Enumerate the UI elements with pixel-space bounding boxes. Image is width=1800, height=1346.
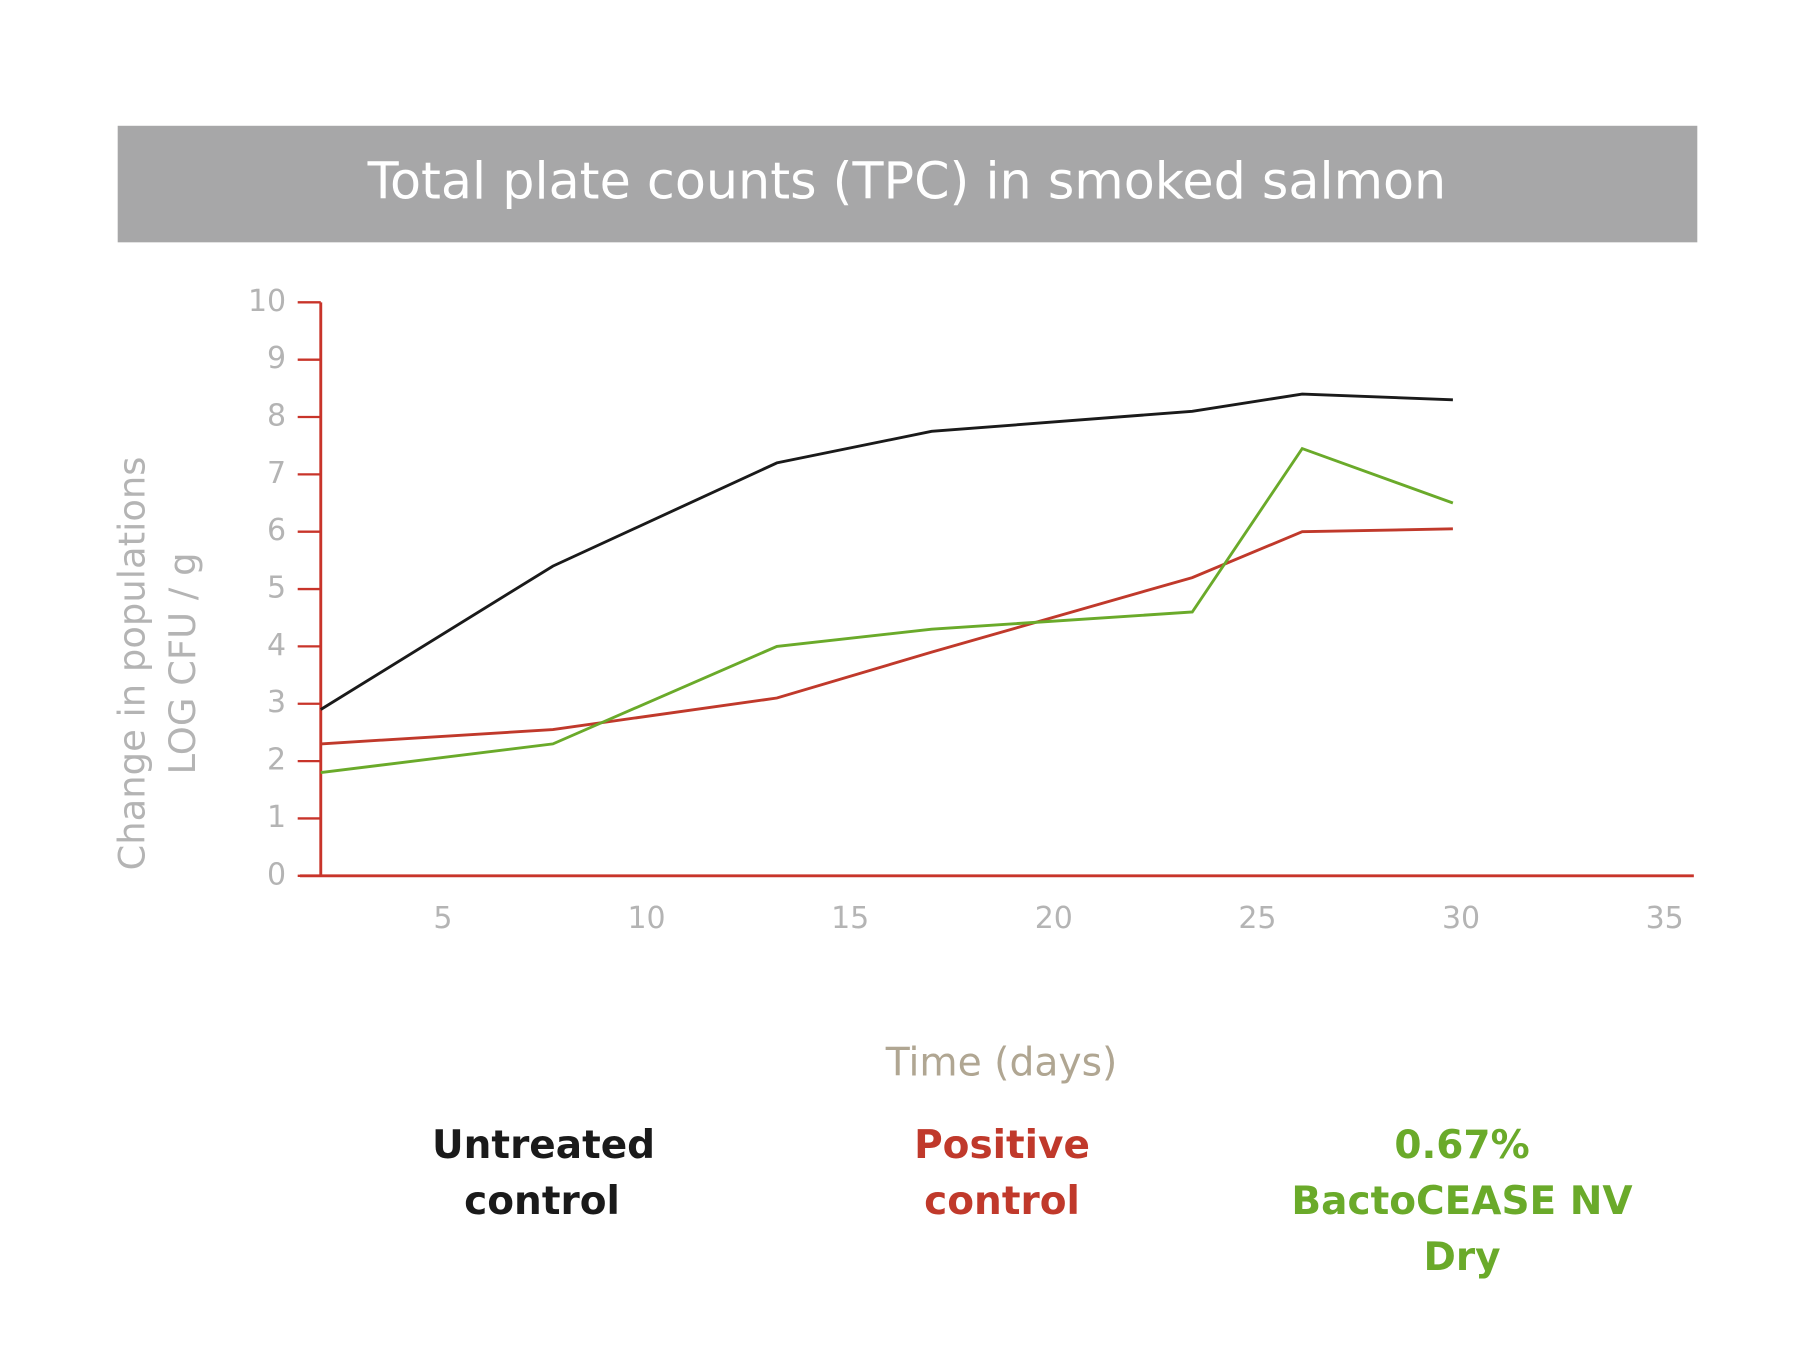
y-tick-label: 9 (267, 341, 286, 376)
y-tick-label: 6 (267, 513, 286, 548)
y-axis-label-line: LOG CFU / g (161, 552, 204, 774)
y-axis-label: Change in populations LOG CFU / g (110, 456, 204, 870)
legend-entry: Untreated control (432, 1123, 656, 1224)
legend-entry: Positive control (914, 1123, 1090, 1224)
x-tick-label: 15 (831, 901, 869, 936)
y-axis-label-line: Change in populations (110, 456, 153, 870)
y-tick-label: 5 (267, 571, 286, 606)
title-bar (117, 125, 1698, 243)
x-tick-label: 35 (1646, 901, 1684, 936)
x-tick-label: 20 (1035, 901, 1073, 936)
y-tick-label: 2 (267, 743, 286, 778)
y-tick-label: 3 (267, 685, 286, 720)
series-line (320, 392, 1453, 711)
legend-entry: 0.67% BactoCEASE NV Dry (1291, 1123, 1633, 1280)
y-tick-label: 0 (267, 857, 286, 892)
y-tick-label: 4 (267, 628, 286, 663)
series-line (320, 527, 1453, 746)
x-tick-label: 10 (627, 901, 665, 936)
chart-title: Total plate counts (TPC) in smoked salmo… (367, 152, 1447, 211)
y-tick-label: 8 (267, 399, 286, 434)
x-tick-label: 25 (1238, 901, 1276, 936)
x-tick-label: 5 (433, 901, 452, 936)
series-line (320, 446, 1454, 774)
x-axis-label: Time (days) (885, 1041, 1118, 1086)
x-tick-label: 30 (1442, 901, 1480, 936)
y-tick-label: 10 (248, 284, 286, 319)
y-tick-label: 1 (267, 800, 286, 835)
y-tick-label: 7 (267, 456, 286, 491)
